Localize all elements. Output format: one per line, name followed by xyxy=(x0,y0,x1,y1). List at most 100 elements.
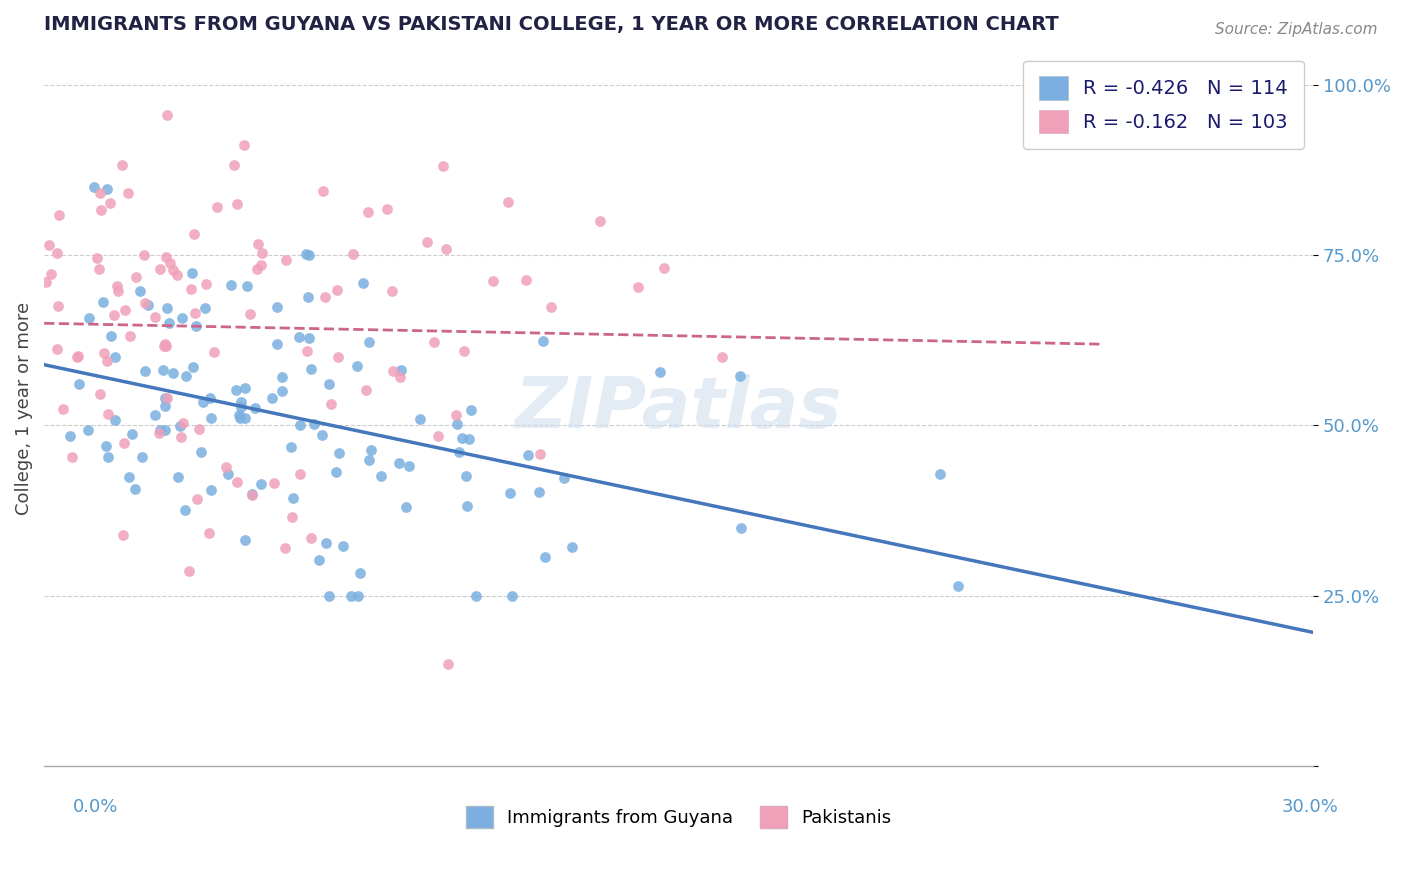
Point xyxy=(314,290,336,304)
Point xyxy=(152,362,174,376)
Point xyxy=(388,456,411,470)
Point xyxy=(357,452,380,467)
Point xyxy=(326,284,349,298)
Point xyxy=(553,471,575,485)
Point xyxy=(162,367,184,381)
Point xyxy=(325,465,347,479)
Point xyxy=(97,450,120,465)
Point xyxy=(226,197,249,211)
Point xyxy=(219,278,242,293)
Point xyxy=(274,541,297,556)
Point xyxy=(172,311,194,326)
Point xyxy=(458,432,481,446)
Text: 30.0%: 30.0% xyxy=(1282,798,1339,816)
Point xyxy=(97,407,120,421)
Point xyxy=(60,450,83,464)
Point xyxy=(148,426,170,441)
Point xyxy=(496,194,519,209)
Point xyxy=(200,411,222,425)
Point xyxy=(114,303,136,318)
Point xyxy=(166,268,188,282)
Point xyxy=(143,310,166,324)
Point xyxy=(186,318,208,333)
Y-axis label: College, 1 year or more: College, 1 year or more xyxy=(15,301,32,515)
Point xyxy=(166,470,188,484)
Point xyxy=(501,589,523,603)
Point xyxy=(370,468,392,483)
Point xyxy=(170,430,193,444)
Point xyxy=(59,429,82,443)
Point xyxy=(233,411,256,425)
Point xyxy=(360,442,382,457)
Point xyxy=(103,309,125,323)
Point xyxy=(352,276,374,290)
Point xyxy=(266,300,288,314)
Point xyxy=(174,368,197,383)
Point xyxy=(169,418,191,433)
Point xyxy=(288,467,311,482)
Point xyxy=(66,350,89,364)
Point xyxy=(456,499,478,513)
Point xyxy=(456,468,478,483)
Text: IMMIGRANTS FROM GUYANA VS PAKISTANI COLLEGE, 1 YEAR OR MORE CORRELATION CHART: IMMIGRANTS FROM GUYANA VS PAKISTANI COLL… xyxy=(44,15,1059,34)
Point xyxy=(35,275,58,289)
Point xyxy=(94,439,117,453)
Point xyxy=(159,255,181,269)
Point xyxy=(172,416,194,430)
Point xyxy=(194,301,217,315)
Point xyxy=(229,400,252,414)
Point xyxy=(540,301,562,315)
Point xyxy=(449,444,471,458)
Point xyxy=(460,402,482,417)
Point xyxy=(96,182,118,196)
Point xyxy=(356,383,378,397)
Text: ZIPatlas: ZIPatlas xyxy=(515,374,842,442)
Point xyxy=(375,202,398,217)
Point xyxy=(155,336,177,351)
Point xyxy=(118,470,141,484)
Point xyxy=(416,235,439,249)
Point xyxy=(948,579,970,593)
Point xyxy=(260,392,283,406)
Point xyxy=(246,261,269,276)
Point xyxy=(437,657,460,671)
Point xyxy=(222,158,245,172)
Point xyxy=(422,334,444,349)
Point xyxy=(299,362,322,376)
Point xyxy=(233,533,256,548)
Point xyxy=(226,475,249,489)
Point xyxy=(125,270,148,285)
Point xyxy=(516,448,538,462)
Point xyxy=(315,535,337,549)
Point xyxy=(156,301,179,315)
Point xyxy=(149,261,172,276)
Point xyxy=(730,520,752,534)
Point xyxy=(304,417,326,432)
Text: Source: ZipAtlas.com: Source: ZipAtlas.com xyxy=(1215,22,1378,37)
Point xyxy=(318,589,340,603)
Point xyxy=(155,339,177,353)
Point xyxy=(225,383,247,397)
Point xyxy=(529,447,551,461)
Point xyxy=(87,261,110,276)
Point xyxy=(389,363,412,377)
Point xyxy=(240,488,263,502)
Point xyxy=(295,246,318,260)
Point xyxy=(202,345,225,359)
Point xyxy=(100,329,122,343)
Point xyxy=(200,483,222,497)
Point xyxy=(107,284,129,298)
Point xyxy=(76,423,98,437)
Point xyxy=(149,423,172,437)
Point xyxy=(39,267,62,281)
Point xyxy=(183,227,205,242)
Point xyxy=(197,525,219,540)
Point xyxy=(183,359,205,374)
Point xyxy=(129,284,152,298)
Point xyxy=(250,246,273,260)
Point xyxy=(342,247,364,261)
Point xyxy=(153,391,176,405)
Point xyxy=(271,370,294,384)
Point xyxy=(347,589,370,603)
Point xyxy=(186,492,208,507)
